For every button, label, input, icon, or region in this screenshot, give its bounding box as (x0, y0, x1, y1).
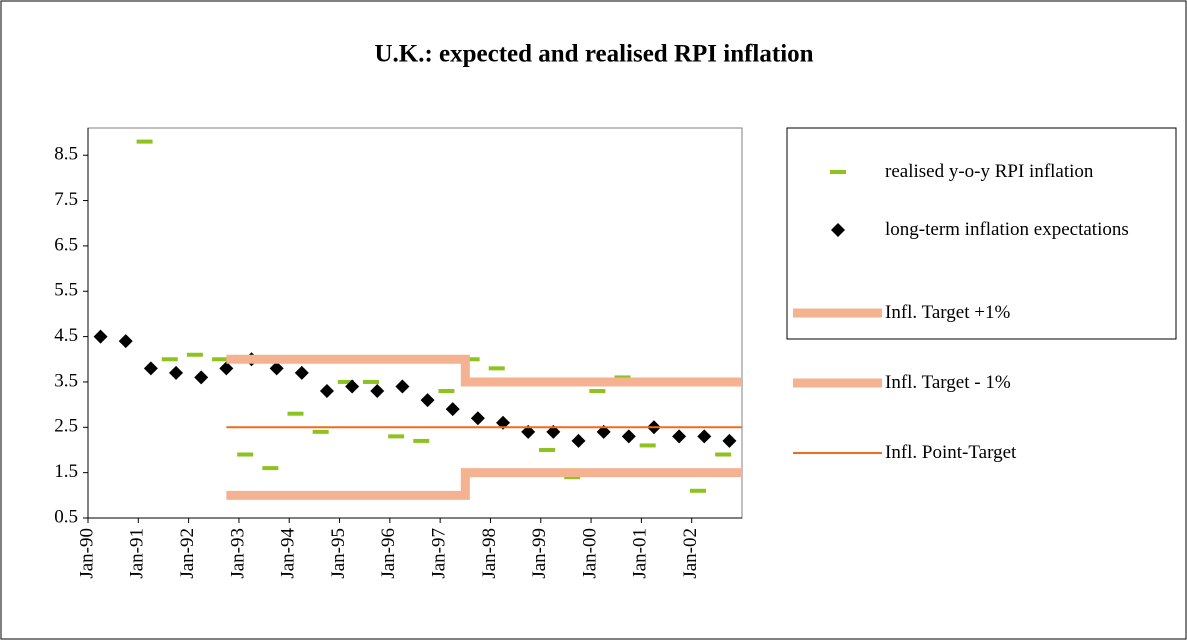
legend-label: realised y-o-y RPI inflation (885, 161, 1094, 182)
chart-title: U.K.: expected and realised RPI inflatio… (374, 41, 813, 68)
diamond-marker (93, 329, 108, 344)
diamond-marker (722, 433, 737, 448)
y-tick-label: 8.5 (54, 144, 78, 165)
diamond-marker (672, 429, 687, 444)
legend-text: long-term inflation expectations (885, 219, 1129, 240)
legend-text: Infl. Point-Target (885, 442, 1017, 463)
dash-marker (564, 475, 581, 480)
diamond-marker (596, 424, 611, 439)
dash-marker (689, 488, 706, 493)
legend-label: Infl. Point-Target (885, 442, 1017, 463)
legend-swatch (830, 170, 846, 174)
x-tick-label: Jan-99 (529, 528, 550, 579)
x-tick-label: Jan-97 (429, 528, 450, 579)
x-tick-label: Jan-01 (630, 528, 651, 579)
x-tick-label: Jan-94 (278, 528, 299, 579)
diamond-marker (319, 384, 334, 399)
diamond-marker (571, 433, 586, 448)
dash-marker (186, 352, 203, 357)
dash-marker (715, 452, 732, 457)
legend-label: Infl. Target +1% (885, 302, 1011, 323)
dash-marker (362, 379, 379, 384)
y-tick-label: 6.5 (54, 234, 78, 255)
dash-marker (614, 375, 631, 380)
y-tick-label: 3.5 (54, 370, 78, 391)
dash-marker (161, 357, 178, 362)
x-tick-label: Jan-93 (227, 528, 248, 579)
dash-marker (237, 452, 254, 457)
legend-text: realised y-o-y RPI inflation (885, 161, 1094, 182)
x-tick-label: Jan-00 (579, 528, 600, 579)
legend-swatch (831, 223, 845, 237)
dash-marker (136, 139, 153, 144)
dash-marker (337, 379, 354, 384)
y-tick-label: 4.5 (54, 325, 78, 346)
legend-label: Infl. Target - 1% (885, 372, 1011, 393)
diamond-marker (496, 415, 511, 430)
diamond-marker (470, 411, 485, 426)
diamond-marker (621, 429, 636, 444)
dash-marker (413, 438, 430, 443)
x-tick-label: Jan-98 (479, 528, 500, 579)
diamond-marker (219, 361, 234, 376)
diamond-marker (269, 361, 284, 376)
diamond-marker (445, 402, 460, 417)
y-tick-label: 0.5 (54, 506, 78, 527)
y-tick-label: 5.5 (54, 280, 78, 301)
legend-label: long-term inflation expectations (885, 219, 1129, 240)
dash-marker (639, 443, 656, 448)
y-tick-label: 2.5 (54, 416, 78, 437)
x-tick-label: Jan-96 (378, 528, 399, 579)
diamond-marker (143, 361, 158, 376)
diamond-marker (546, 424, 561, 439)
dash-marker (287, 411, 304, 416)
y-tick-label: 1.5 (54, 461, 78, 482)
dash-marker (212, 357, 229, 362)
y-tick-label: 7.5 (54, 189, 78, 210)
diamond-marker (697, 429, 712, 444)
dash-marker (539, 447, 556, 452)
x-tick-label: Jan-91 (127, 528, 148, 579)
legend-text: Infl. Target - 1% (885, 372, 1011, 393)
legend-text: Infl. Target +1% (885, 302, 1011, 323)
diamond-marker (118, 334, 133, 349)
dash-marker (388, 434, 405, 439)
dash-marker (488, 366, 505, 371)
diamond-marker (345, 379, 360, 394)
diamond-marker (420, 393, 435, 408)
diamond-marker (294, 365, 309, 380)
target-line (226, 354, 742, 387)
dash-marker (589, 389, 606, 394)
x-tick-label: Jan-95 (328, 528, 349, 579)
dash-marker (438, 389, 455, 394)
x-tick-label: Jan-02 (680, 528, 701, 579)
diamond-marker (370, 384, 385, 399)
diamond-marker (521, 424, 536, 439)
diamond-marker (395, 379, 410, 394)
dash-marker (312, 429, 329, 434)
diamond-marker (169, 365, 184, 380)
dash-marker (463, 357, 480, 362)
target-line (226, 468, 742, 500)
legend-box (786, 127, 1177, 340)
x-tick-label: Jan-92 (177, 528, 198, 579)
diamond-marker (194, 370, 209, 385)
dash-marker (262, 466, 279, 471)
x-tick-label: Jan-90 (76, 528, 97, 579)
